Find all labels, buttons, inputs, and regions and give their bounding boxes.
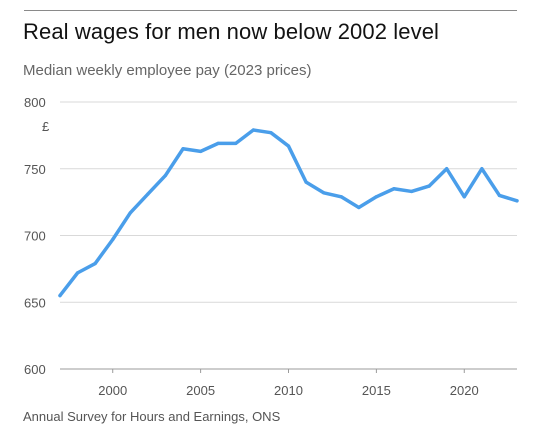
data-point [163,173,168,178]
data-point [374,195,378,199]
data-point [199,149,203,153]
data-point [462,195,466,199]
x-tick-label: 2005 [186,383,215,398]
data-point [111,237,115,242]
x-tick-label: 2000 [98,383,127,398]
y-tick-label: 700 [24,229,46,244]
data-point [93,261,97,266]
data-point [480,167,484,171]
data-point [392,187,396,191]
chart-subtitle: Median weekly employee pay (2023 prices) [23,62,312,79]
data-series [58,128,519,298]
data-point [234,141,238,145]
data-point [216,141,220,145]
data-point [58,293,62,298]
y-tick-label: 600 [24,362,46,377]
data-point [269,131,273,135]
x-tick-label: 2020 [450,383,479,398]
chart-title: Real wages for men now below 2002 level [23,19,440,44]
grid-lines [60,101,517,370]
data-point [339,195,343,199]
source-note: Annual Survey for Hours and Earnings, ON… [23,409,281,424]
y-tick-label: 750 [24,162,46,177]
y-tick-label: 800 [24,95,46,110]
data-point [251,128,255,132]
data-point [357,205,361,210]
data-point [181,147,185,151]
x-axis-tick-labels: 2000 2005 2010 2015 2020 [98,369,479,398]
data-point [515,199,519,203]
y-axis-tick-labels: 600 650 700 750 800 [24,95,46,377]
series-line [58,128,519,298]
data-point [409,189,414,194]
data-point [445,167,449,171]
data-point [146,192,150,196]
data-point [75,271,80,275]
data-point [427,184,431,188]
y-axis-unit-label: £ [42,119,50,134]
x-tick-label: 2010 [274,383,303,398]
x-tick-label: 2015 [362,383,391,398]
data-point [128,211,132,215]
data-point [304,180,308,184]
top-rule [24,10,517,11]
data-point [322,191,326,195]
data-point [497,193,502,198]
data-point [286,144,291,148]
y-tick-label: 650 [24,295,46,310]
